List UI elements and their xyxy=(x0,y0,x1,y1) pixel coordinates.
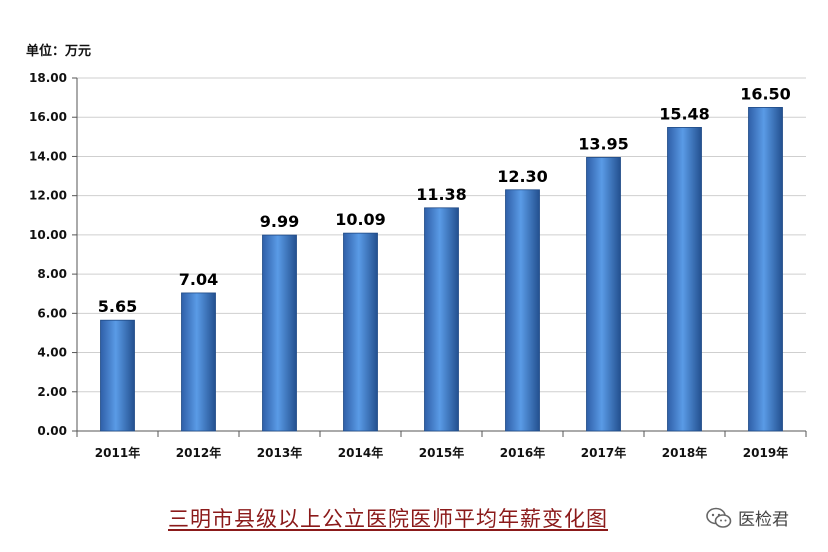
x-tick-label: 2011年 xyxy=(95,445,140,460)
y-tick-label: 18.00 xyxy=(29,71,67,85)
bar xyxy=(748,107,783,432)
y-tick-label: 16.00 xyxy=(29,110,67,124)
data-label: 13.95 xyxy=(578,134,629,153)
bar xyxy=(424,207,459,432)
data-label: 15.48 xyxy=(659,104,710,123)
y-tick-label: 8.00 xyxy=(37,267,67,281)
x-tick-label: 2014年 xyxy=(338,445,383,460)
labels: 0.00 2.00 4.00 6.00 8.00 10.00 12.00 14.00 16.00… xyxy=(29,71,791,460)
bar xyxy=(100,319,135,432)
y-tick-label: 12.00 xyxy=(29,189,67,203)
bar xyxy=(181,292,216,432)
unit-label: 单位：万元 xyxy=(26,44,92,59)
x-tick-label: 2013年 xyxy=(257,445,302,460)
watermark: 医检君 xyxy=(706,505,789,530)
bar xyxy=(262,234,297,432)
x-tick-label: 2018年 xyxy=(662,445,707,460)
data-label: 5.65 xyxy=(98,297,137,316)
chart-title: 三明市县级以上公立医院医师平均年薪变化图 xyxy=(168,507,608,531)
data-label: 16.50 xyxy=(740,84,791,103)
y-tick-label: 14.00 xyxy=(29,149,67,163)
y-tick-label: 4.00 xyxy=(37,346,67,360)
x-tick-label: 2016年 xyxy=(500,445,545,460)
watermark-text: 医检君 xyxy=(738,510,789,530)
data-label: 12.30 xyxy=(497,167,548,186)
x-tick-label: 2015年 xyxy=(419,445,464,460)
y-tick-label: 10.00 xyxy=(29,228,67,242)
data-label: 9.99 xyxy=(260,212,299,231)
data-label: 10.09 xyxy=(335,210,386,229)
x-tick-label: 2017年 xyxy=(581,445,626,460)
bar xyxy=(586,157,621,432)
y-tick-label: 0.00 xyxy=(37,424,67,438)
wechat-icon xyxy=(706,507,732,528)
data-label: 7.04 xyxy=(179,270,218,289)
bar xyxy=(667,127,702,432)
bar xyxy=(343,232,378,432)
data-label: 11.38 xyxy=(416,185,467,204)
bar xyxy=(505,189,540,432)
bars xyxy=(100,107,783,432)
y-tick-label: 6.00 xyxy=(37,306,67,320)
y-tick-label: 2.00 xyxy=(37,385,67,399)
x-tick-label: 2019年 xyxy=(743,445,788,460)
x-tick-label: 2012年 xyxy=(176,445,221,460)
